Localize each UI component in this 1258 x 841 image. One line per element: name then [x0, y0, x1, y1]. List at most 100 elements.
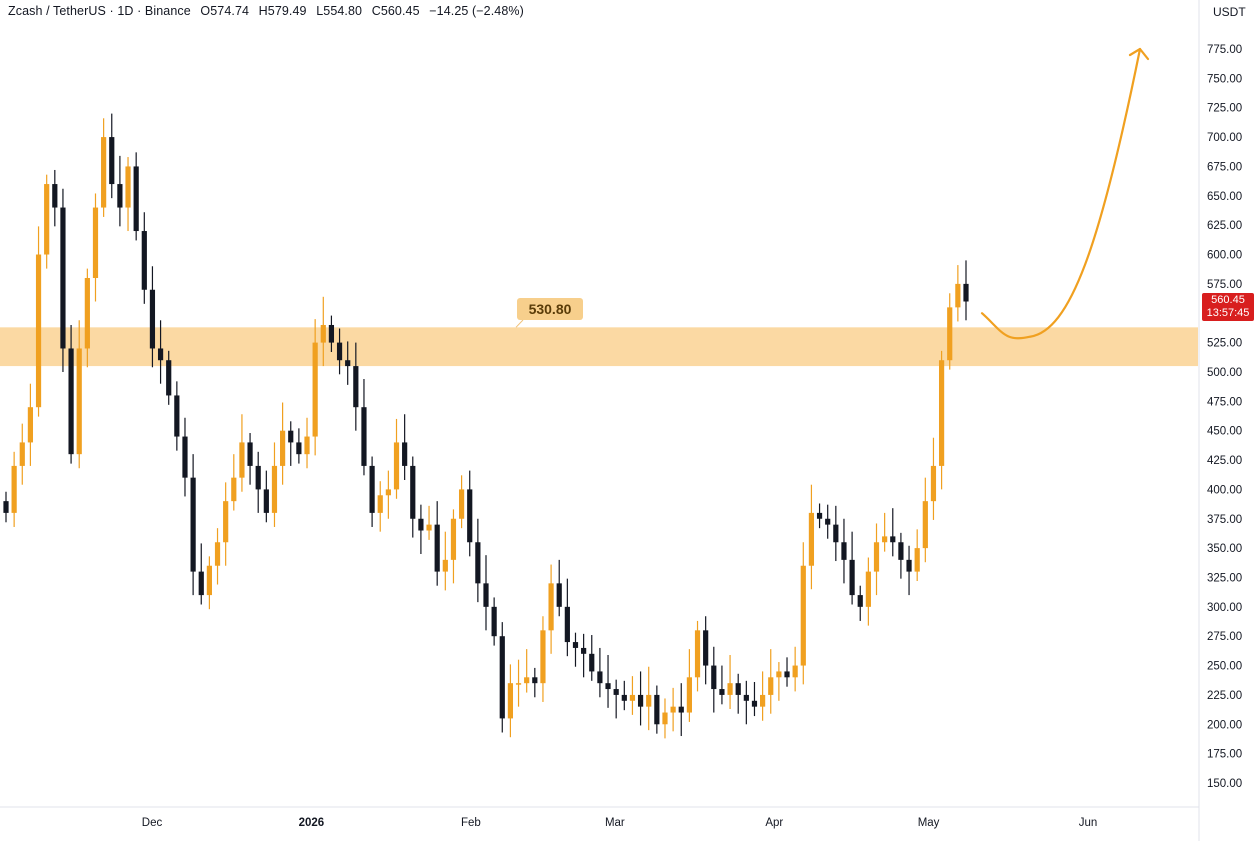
candle-body	[581, 647, 587, 654]
level-label[interactable]: 530.80	[517, 298, 583, 320]
candle	[101, 118, 107, 217]
y-tick-label: 175.00	[1207, 749, 1242, 761]
x-tick-label: 2026	[299, 817, 325, 829]
candle	[564, 578, 570, 657]
candle	[841, 518, 847, 584]
candle	[133, 152, 139, 241]
candle-body	[312, 342, 318, 437]
close-value: 560.45	[380, 4, 420, 18]
candle	[52, 169, 58, 227]
candle	[963, 260, 969, 321]
candle-body	[898, 542, 904, 560]
candle	[621, 680, 627, 711]
last-price-tag: 560.45 13:57:45	[1202, 293, 1254, 321]
candle-body	[76, 348, 82, 455]
candle-body	[458, 489, 465, 519]
candle	[507, 664, 514, 738]
candle-body	[816, 512, 823, 519]
candle	[743, 680, 749, 725]
candle-body	[751, 700, 758, 707]
candle	[776, 662, 782, 701]
candle	[442, 531, 448, 591]
candle-body	[475, 542, 481, 584]
candle	[60, 188, 66, 372]
candle-body	[654, 694, 660, 725]
candle-body	[670, 706, 676, 713]
candle	[44, 174, 50, 269]
candle	[499, 622, 505, 733]
candle-body	[288, 430, 294, 443]
candle	[296, 428, 302, 464]
candle	[727, 654, 733, 710]
candle-body	[418, 518, 424, 531]
candle-body	[3, 501, 9, 513]
candle	[263, 470, 269, 523]
candle	[515, 659, 522, 707]
candle	[605, 654, 611, 708]
candle	[849, 531, 855, 605]
candle-body	[442, 559, 448, 572]
candle	[27, 383, 34, 466]
candle-body	[157, 348, 164, 361]
candle	[336, 328, 343, 375]
candle	[524, 649, 530, 693]
candle-body	[947, 307, 953, 361]
candle-body	[410, 465, 416, 519]
candle-body	[320, 324, 326, 343]
candle-body	[426, 524, 432, 531]
candle-body	[930, 465, 937, 502]
candle-body	[662, 712, 668, 725]
y-axis[interactable]: 150.00 175.00 200.00 225.00 250.00 275.00 300.…	[1207, 44, 1242, 790]
candle-body	[735, 683, 741, 695]
x-axis[interactable]: Dec 2026 Feb Mar Apr May Jun	[142, 817, 1098, 829]
candle	[271, 442, 278, 527]
candle-body	[873, 542, 880, 572]
candle	[914, 529, 920, 582]
candle	[247, 433, 253, 485]
candle-body	[841, 542, 847, 560]
open-value: 574.74	[210, 4, 250, 18]
candle	[670, 687, 676, 732]
candle-body	[369, 465, 375, 513]
y-tick-label: 325.00	[1207, 572, 1242, 584]
candle-body	[92, 207, 99, 279]
symbol-title[interactable]: Zcash / TetherUS · 1D · Binance	[8, 4, 191, 18]
candle-body	[52, 184, 58, 208]
candle-body	[711, 665, 717, 690]
candle-body	[19, 442, 25, 466]
candle	[572, 632, 579, 667]
candle	[694, 620, 701, 692]
level-tag-pointer	[515, 319, 524, 328]
bar-countdown: 13:57:45	[1206, 307, 1250, 319]
candle-body	[499, 636, 505, 719]
candle-body	[101, 137, 107, 208]
y-tick-label: 425.00	[1207, 455, 1242, 467]
candle	[434, 501, 440, 586]
candle-body	[198, 571, 204, 596]
candle	[198, 543, 204, 605]
candle-body	[882, 536, 888, 543]
candle-body	[719, 689, 725, 695]
candle-body	[263, 489, 269, 513]
candle-body	[955, 283, 961, 308]
candle-body	[361, 407, 367, 466]
candle	[890, 508, 896, 557]
y-tick-label: 450.00	[1207, 426, 1242, 438]
candle	[320, 296, 326, 367]
chart-header: Zcash / TetherUS · 1D · Binance O574.74 …	[8, 4, 524, 18]
candle-body	[564, 606, 570, 643]
candle	[458, 475, 465, 529]
candle	[353, 342, 359, 431]
candle	[735, 673, 741, 714]
candle	[882, 512, 888, 552]
candle-body	[605, 683, 611, 690]
candle	[930, 437, 937, 520]
candle-body	[190, 477, 196, 572]
candle	[784, 657, 790, 687]
candle-body	[800, 565, 806, 666]
candle	[19, 423, 25, 485]
axis-unit[interactable]: USDT	[1213, 5, 1246, 19]
candle-body	[377, 495, 383, 513]
candle	[646, 666, 652, 731]
